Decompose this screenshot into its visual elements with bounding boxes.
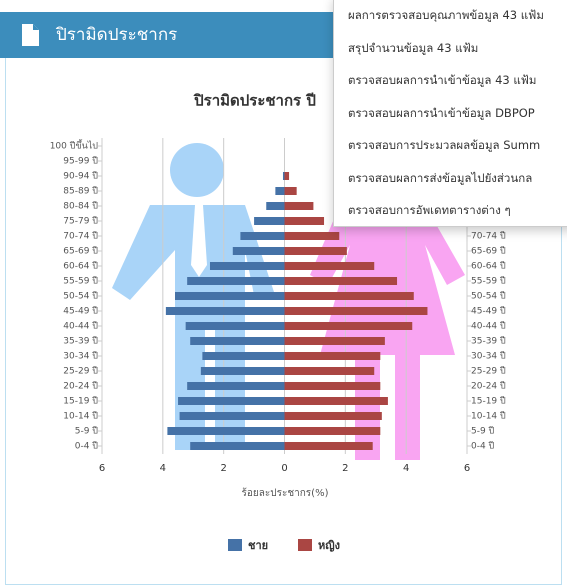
y-tick-label: 30-34 ปี <box>63 351 98 362</box>
y-tick-label-right: 35-39 ปี <box>471 336 506 347</box>
bar <box>285 247 347 255</box>
chart-title: ปิรามิดประชากร ปี <box>193 92 316 110</box>
y-tick-label: 75-79 ปี <box>63 216 98 227</box>
bar <box>254 217 284 225</box>
legend-swatch <box>228 539 242 551</box>
x-tick-label: 6 <box>99 463 105 474</box>
bar <box>285 277 398 285</box>
menu-item[interactable]: ตรวจสอบการประมวลผลข้อมูล Summ <box>348 137 540 155</box>
bar <box>190 337 284 345</box>
y-tick-label: 50-54 ปี <box>63 291 98 302</box>
y-tick-label-right: 0-4 ปี <box>471 441 495 452</box>
menu-item[interactable]: ตรวจสอบผลการส่งข้อมูลไปยังส่วนกล <box>348 170 532 188</box>
bar <box>210 262 285 270</box>
y-tick-label-right: 5-9 ปี <box>471 426 495 437</box>
bar <box>285 307 428 315</box>
y-tick-label-right: 55-59 ปี <box>471 276 506 287</box>
legend-item[interactable]: หญิง <box>298 539 340 552</box>
y-tick-label-right: 40-44 ปี <box>471 321 506 332</box>
bar <box>285 367 375 375</box>
legend-swatch <box>298 539 312 551</box>
y-tick-label: 45-49 ปี <box>63 306 98 317</box>
bar <box>178 397 284 405</box>
bar <box>167 427 284 435</box>
legend-item[interactable]: ชาย <box>228 539 268 552</box>
y-tick-label: 5-9 ปี <box>75 426 99 437</box>
y-tick-label: 20-24 ปี <box>63 381 98 392</box>
x-tick-label: 2 <box>220 463 226 474</box>
y-tick-label-right: 25-29 ปี <box>471 366 506 377</box>
x-tick-label: 4 <box>160 463 166 474</box>
bar <box>285 442 373 450</box>
y-tick-label-right: 15-19 ปี <box>471 396 506 407</box>
legend-label: ชาย <box>248 539 268 552</box>
bar <box>285 172 290 180</box>
y-tick-label: 100 ปีขึ้นไป <box>50 139 99 152</box>
y-tick-label-right: 60-64 ปี <box>471 261 506 272</box>
bar <box>285 217 325 225</box>
y-tick-label: 80-84 ปี <box>63 201 98 212</box>
bar <box>166 307 285 315</box>
bar <box>285 262 375 270</box>
page: ปิรามิดประชากร ปิรามิดประชากร ปี ร้อยละป… <box>0 0 567 586</box>
bar <box>180 412 285 420</box>
y-tick-label: 35-39 ปี <box>63 336 98 347</box>
y-tick-label: 65-69 ปี <box>63 246 98 257</box>
bar <box>275 187 284 195</box>
menu-item[interactable]: ผลการตรวจสอบคุณภาพข้อมูล 43 แฟ้ม <box>348 7 544 25</box>
y-tick-label: 70-74 ปี <box>63 231 98 242</box>
y-tick-label-right: 10-14 ปี <box>471 411 506 422</box>
bar <box>285 397 388 405</box>
y-tick-label: 85-89 ปี <box>63 186 98 197</box>
bar <box>233 247 285 255</box>
bar <box>285 427 381 435</box>
bar <box>285 322 413 330</box>
bar <box>187 382 284 390</box>
bar <box>202 352 284 360</box>
bar <box>201 367 285 375</box>
bar <box>283 172 285 180</box>
bar <box>285 292 414 300</box>
x-tick-label: 2 <box>342 463 348 474</box>
y-tick-label: 60-64 ปี <box>63 261 98 272</box>
y-tick-label-right: 45-49 ปี <box>471 306 506 317</box>
menu-item[interactable]: ตรวจสอบผลการนำเข้าข้อมูล 43 แฟ้ม <box>348 72 537 90</box>
bar <box>266 202 284 210</box>
x-tick-label: 0 <box>281 463 287 474</box>
y-tick-label-right: 20-24 ปี <box>471 381 506 392</box>
x-tick-label: 6 <box>464 463 470 474</box>
y-tick-label: 40-44 ปี <box>63 321 98 332</box>
legend-label: หญิง <box>318 539 340 552</box>
bar <box>240 232 284 240</box>
bar <box>285 187 297 195</box>
bar <box>285 412 382 420</box>
y-tick-label-right: 30-34 ปี <box>471 351 506 362</box>
dropdown-menu: ผลการตรวจสอบคุณภาพข้อมูล 43 แฟ้มสรุปจำนว… <box>333 0 567 227</box>
y-tick-label-right: 50-54 ปี <box>471 291 506 302</box>
y-tick-label: 95-99 ปี <box>63 156 98 167</box>
bar <box>175 292 285 300</box>
menu-item[interactable]: ตรวจสอบผลการนำเข้าข้อมูล DBPOP <box>348 105 535 123</box>
y-tick-label: 10-14 ปี <box>63 411 98 422</box>
y-tick-label-right: 65-69 ปี <box>471 246 506 257</box>
bar <box>186 322 285 330</box>
bar <box>285 232 340 240</box>
menu-item[interactable]: สรุปจำนวนข้อมูล 43 แฟ้ม <box>348 40 478 58</box>
bar <box>190 442 284 450</box>
bar <box>285 202 314 210</box>
y-tick-label: 15-19 ปี <box>63 396 98 407</box>
x-axis-title: ร้อยละประชากร(%) <box>242 487 329 499</box>
y-tick-label: 0-4 ปี <box>75 441 99 452</box>
y-tick-label: 55-59 ปี <box>63 276 98 287</box>
menu-item[interactable]: ตรวจสอบการอัพเดทตารางต่าง ๆ <box>348 202 511 220</box>
bar <box>187 277 284 285</box>
x-tick-label: 4 <box>403 463 409 474</box>
bar <box>285 382 381 390</box>
bar <box>285 352 381 360</box>
y-tick-label: 25-29 ปี <box>63 366 98 377</box>
bar <box>285 337 385 345</box>
y-tick-label-right: 70-74 ปี <box>471 231 506 242</box>
y-tick-label: 90-94 ปี <box>63 171 98 182</box>
